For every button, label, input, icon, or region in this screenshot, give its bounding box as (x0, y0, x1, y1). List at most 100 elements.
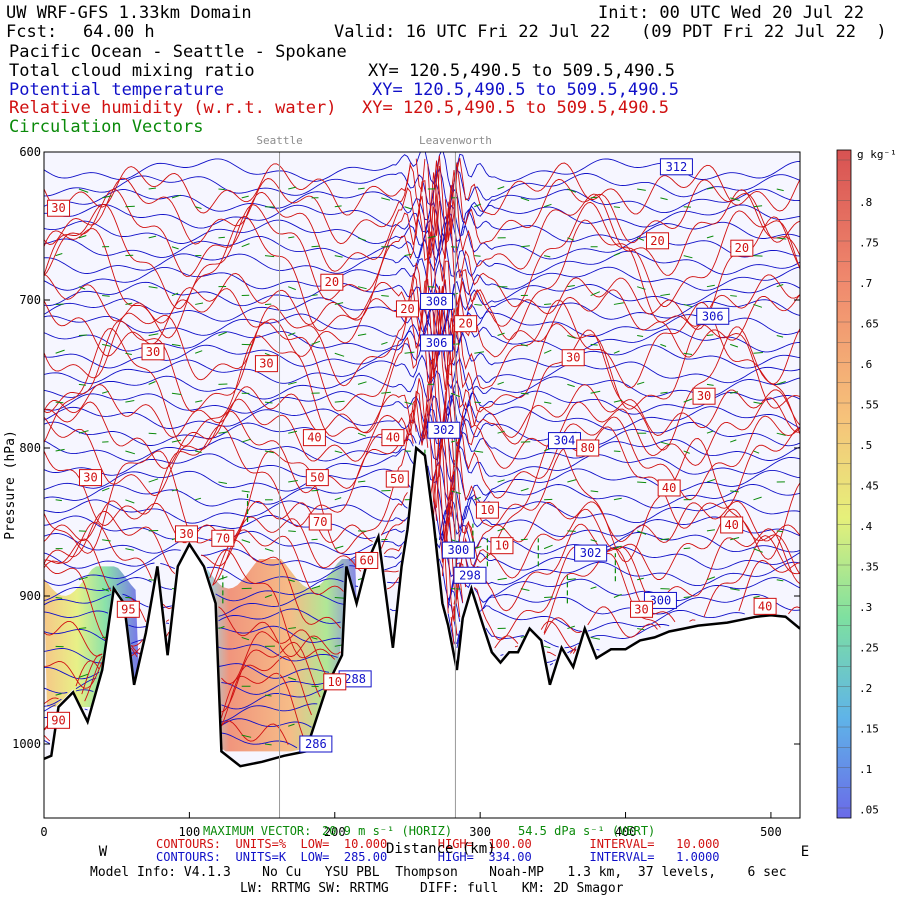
circulation-vector (404, 401, 413, 405)
circulation-vector (334, 302, 344, 305)
theta-contour (44, 182, 800, 227)
circulation-vector (660, 441, 671, 446)
rh-label: 40 (307, 431, 321, 445)
circulation-vector (451, 246, 458, 248)
circulation-vector (730, 295, 737, 297)
theta-contour (44, 479, 800, 525)
rh-label: 10 (495, 539, 509, 553)
rh-label: 30 (146, 345, 160, 359)
circulation-vector (78, 383, 86, 386)
location-label: Seattle (256, 134, 302, 147)
x-tick-label: 400 (615, 825, 637, 839)
circulation-vector (520, 197, 530, 202)
rh-label: 40 (724, 518, 738, 532)
rh-contour (44, 341, 800, 446)
circulation-vector (241, 490, 250, 493)
x-axis-label: Distance (km) (386, 841, 496, 857)
circulation-vector (497, 430, 505, 434)
colorbar-units: g kg⁻¹ (857, 148, 897, 161)
circulation-vector (334, 497, 342, 501)
circulation-vector (567, 625, 575, 630)
colorbar-label: .55 (859, 399, 879, 412)
circulation-vector (148, 187, 157, 190)
circulation-vector (102, 390, 109, 394)
rh-label: 30 (697, 389, 711, 403)
theta-contour (44, 732, 298, 749)
circulation-vector (78, 334, 88, 337)
circulation-vector (706, 187, 714, 190)
rh-contour (44, 172, 800, 341)
circulation-vector (730, 391, 739, 394)
circulation-vector (311, 294, 318, 297)
east-label: E (801, 844, 809, 860)
rh-label: 30 (179, 527, 193, 541)
max-vector-label: MAXIMUM VECTOR: (203, 824, 312, 838)
circulation-vector (241, 438, 252, 443)
circulation-vector (171, 246, 179, 250)
rh-label-box (323, 673, 347, 691)
circulation-vector (567, 530, 576, 532)
model-info: Model Info: V4.1.3 No Cu YSU PBL Thompso… (90, 865, 787, 880)
circulation-vector (288, 480, 298, 483)
theta-label: 300 (448, 543, 470, 557)
circulation-vector (613, 497, 622, 501)
theta-contour (44, 589, 800, 622)
circulation-vector (544, 401, 552, 404)
colorbar-label: .3 (859, 601, 872, 614)
circulation-vector (683, 450, 690, 454)
rh-label: 30 (259, 357, 273, 371)
circulation-vector (753, 548, 763, 553)
circulation-vector (288, 186, 297, 190)
rh-label-box (305, 469, 329, 487)
rh-label-box (454, 315, 478, 333)
theta-label: 288 (344, 672, 366, 686)
max-vector-horiz: 20.9 m s⁻¹ (HORIZ) (322, 824, 453, 838)
circulation-vector (637, 188, 646, 191)
theta-label: 286 (305, 737, 327, 751)
circulation-vector (241, 539, 251, 543)
circulation-vector (613, 302, 624, 305)
circulation-vector (567, 578, 576, 581)
theta-label: 300 (650, 593, 672, 607)
colorbar-label: .1 (859, 763, 872, 776)
circulation-vector (288, 332, 296, 336)
circulation-vector (637, 577, 644, 581)
y-tick-label: 1000 (12, 737, 41, 751)
circulation-vector (590, 291, 600, 297)
circulation-vector (590, 636, 600, 640)
chart-title: UW WRF-GFS 1.33km Domain (6, 3, 252, 23)
circulation-vector (497, 577, 507, 581)
circulation-vector (148, 478, 159, 483)
rh-label-box (753, 597, 777, 615)
colorbar-label: .2 (859, 682, 872, 695)
rh-label-box (174, 525, 198, 543)
circulation-vector (264, 255, 275, 258)
circulation-vector (241, 195, 249, 199)
circulation-vector (148, 381, 156, 385)
circulation-vector (381, 341, 388, 345)
y-tick-label: 900 (19, 589, 41, 603)
circulation-vector (544, 645, 551, 649)
plot-frame (43, 151, 801, 819)
theta-contour (44, 231, 800, 278)
circulation-vector (148, 235, 157, 239)
circulation-vector (753, 352, 763, 354)
field-cloud-xy: XY= 120.5,490.5 to 509.5,490.5 (368, 61, 676, 81)
circulation-vector (288, 627, 296, 630)
circulation-vector (543, 203, 552, 208)
circulation-vector (637, 628, 645, 631)
rh-label: 70 (313, 515, 327, 529)
circulation-vector (776, 579, 784, 582)
colorbar-label: .8 (859, 196, 872, 209)
rh-contour (44, 467, 800, 580)
field-rh-label: Relative humidity (w.r.t. water) (9, 98, 337, 118)
rh-label-box (381, 429, 405, 447)
circulation-vector (55, 693, 62, 696)
circulation-vector (55, 253, 63, 257)
circulation-vector (334, 450, 343, 454)
rh-contour (44, 464, 800, 552)
circulation-vector (706, 430, 714, 434)
terrain-line (44, 445, 800, 768)
circulation-vector (288, 236, 295, 239)
theta-label-box (453, 566, 487, 584)
